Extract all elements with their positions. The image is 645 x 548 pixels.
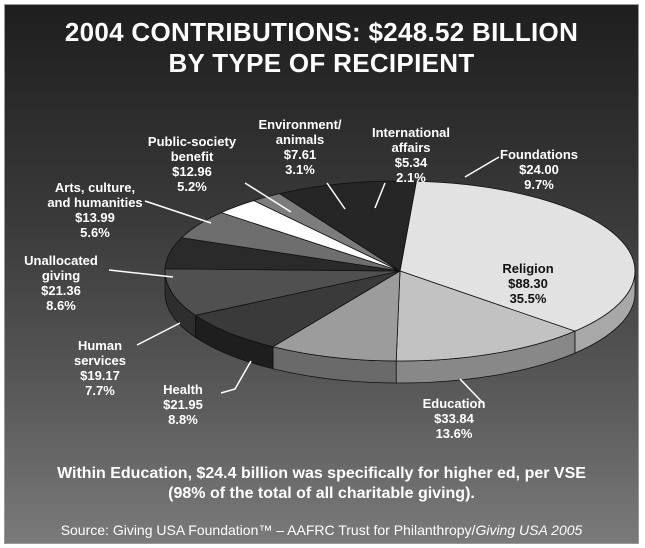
source-credit-title: Giving USA 2005 bbox=[475, 522, 583, 538]
label-public-society-percent: 5.2% bbox=[177, 179, 207, 194]
label-religion: Religion $88.30 35.5% bbox=[483, 261, 573, 306]
pie-slice-education bbox=[395, 270, 577, 362]
label-foundations-name: Foundations bbox=[500, 147, 578, 162]
pie-slice-unallocated-giving bbox=[164, 268, 401, 316]
leader-line-2 bbox=[136, 322, 181, 346]
label-foundations: Foundations $24.00 9.7% bbox=[489, 147, 589, 192]
label-environment-amount: $7.61 bbox=[283, 147, 317, 162]
label-international-percent: 2.1% bbox=[396, 170, 426, 185]
label-health: Health $21.95 8.8% bbox=[145, 382, 221, 427]
pie-chart bbox=[108, 156, 636, 404]
label-arts-amount: $13.99 bbox=[75, 210, 115, 225]
label-unallocated-giving: Unallocated giving $21.36 8.6% bbox=[11, 253, 111, 313]
label-health-name: Health bbox=[163, 382, 203, 397]
leader-line-1 bbox=[220, 360, 252, 394]
label-arts: Arts, culture, and humanities $13.99 5.6… bbox=[35, 180, 155, 240]
label-environment-name-2: animals bbox=[275, 132, 325, 147]
pie-slices bbox=[164, 180, 636, 362]
leader-line-8 bbox=[464, 156, 500, 178]
label-public-society-amount: $12.96 bbox=[172, 164, 212, 179]
chart-title-line-1: 2004 CONTRIBUTIONS: $248.52 BILLION bbox=[64, 17, 579, 47]
label-unallocated-name-1: Unallocated bbox=[24, 253, 98, 268]
label-education-amount: $33.84 bbox=[434, 411, 474, 426]
chart-title: 2004 CONTRIBUTIONS: $248.52 BILLION BY T… bbox=[5, 17, 638, 79]
label-international: International affairs $5.34 2.1% bbox=[361, 125, 461, 185]
chart-panel: 2004 CONTRIBUTIONS: $248.52 BILLION BY T… bbox=[4, 4, 639, 544]
label-human-services: Human services $19.17 7.7% bbox=[57, 338, 143, 398]
label-international-name-1: International bbox=[371, 125, 450, 140]
label-unallocated-amount: $21.36 bbox=[41, 283, 81, 298]
education-note-line-1: Within Education, $24.4 billion was spec… bbox=[57, 465, 586, 482]
label-human-services-amount: $19.17 bbox=[80, 368, 120, 383]
leader-line-3 bbox=[108, 269, 174, 278]
pie-slice-religion bbox=[399, 180, 636, 332]
label-unallocated-percent: 8.6% bbox=[46, 298, 76, 313]
label-education-percent: 13.6% bbox=[435, 426, 473, 441]
label-education: Education $33.84 13.6% bbox=[409, 396, 499, 441]
leader-line-7 bbox=[374, 182, 386, 209]
source-credit-main: Source: Giving USA Foundation™ – AAFRC T… bbox=[60, 522, 476, 538]
leader-line-4 bbox=[144, 200, 212, 224]
chart-title-line-2: BY TYPE OF RECIPIENT bbox=[168, 48, 475, 78]
label-public-society: Public-society benefit $12.96 5.2% bbox=[137, 134, 247, 194]
education-note: Within Education, $24.4 billion was spec… bbox=[5, 464, 638, 504]
leader-lines bbox=[108, 156, 500, 404]
label-arts-name-1: Arts, culture, bbox=[54, 180, 136, 195]
label-unallocated-name-2: giving bbox=[41, 268, 81, 283]
leader-line-0 bbox=[459, 378, 484, 404]
label-arts-name-2: and humanities bbox=[47, 195, 143, 210]
label-international-name-2: affairs bbox=[391, 140, 431, 155]
label-health-amount: $21.95 bbox=[163, 397, 203, 412]
leader-line-6 bbox=[326, 182, 346, 210]
leader-line-5 bbox=[244, 182, 292, 213]
label-environment-percent: 3.1% bbox=[285, 162, 315, 177]
label-public-society-name-2: benefit bbox=[170, 149, 214, 164]
pie-slice-foundations bbox=[278, 180, 417, 272]
label-religion-name: Religion bbox=[502, 261, 554, 276]
label-international-amount: $5.34 bbox=[394, 155, 428, 170]
label-human-services-name-2: services bbox=[73, 353, 127, 368]
label-human-services-percent: 7.7% bbox=[85, 383, 115, 398]
label-environment: Environment/ animals $7.61 3.1% bbox=[245, 117, 355, 177]
label-health-percent: 8.8% bbox=[168, 412, 198, 427]
education-note-line-2: (98% of the total of all charitable givi… bbox=[168, 485, 475, 502]
label-religion-percent: 35.5% bbox=[509, 291, 547, 306]
source-credit: Source: Giving USA Foundation™ – AAFRC T… bbox=[5, 522, 638, 538]
label-public-society-name-1: Public-society bbox=[147, 134, 237, 149]
label-foundations-amount: $24.00 bbox=[519, 162, 559, 177]
label-foundations-percent: 9.7% bbox=[524, 177, 554, 192]
pie-slice-health bbox=[271, 270, 401, 362]
pie-slice-human-services bbox=[194, 270, 401, 348]
label-arts-percent: 5.6% bbox=[80, 225, 110, 240]
label-human-services-name-1: Human bbox=[77, 338, 123, 353]
label-education-name: Education bbox=[422, 396, 486, 411]
label-environment-name-1: Environment/ bbox=[258, 117, 342, 132]
label-religion-amount: $88.30 bbox=[508, 276, 548, 291]
